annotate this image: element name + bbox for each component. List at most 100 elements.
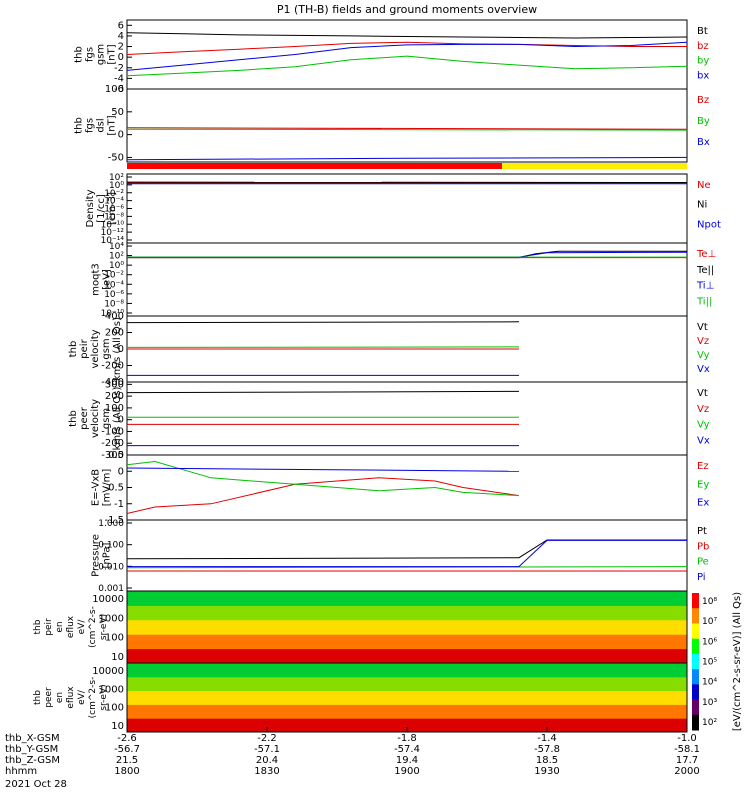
chart-title: P1 (TH-B) fields and ground moments over… [277,3,537,16]
efield-legend-Ex: Ex [697,498,709,509]
density-ylabel-0: Density [85,189,96,227]
peer-en-eflux-ylabel-6: sr-eV) [99,684,109,710]
fgs-gsm-legend-bz: bz [697,41,709,52]
peer-en-eflux-band [127,683,687,692]
xrow-value-1-0: -56.7 [114,744,140,755]
colorbar-segment [692,638,699,655]
xrow-value-0-1: -2.2 [257,733,277,744]
density-ylabel-1: [1/cc] [96,194,107,223]
density-ytick-label: 10⁻⁶ [104,205,124,215]
colorbar-segment [692,669,699,685]
density-ytick-label: 10⁻¹⁰ [101,220,125,230]
colorbar-segment [692,623,699,640]
efield-ytick-label: -0.5 [104,483,124,494]
peir-velocity-ytick-label: -200 [101,361,124,372]
pressure-series-Pt [126,539,687,560]
xrow-label-2: thb_Z-GSM [5,755,60,766]
peer-en-eflux-band [127,663,687,671]
pressure-ytick-label: 0.010 [98,562,124,572]
peir-en-eflux-ylabel-1: peir [44,618,54,636]
xrow-label-1: thb_Y-GSM [5,744,58,755]
peir-velocity-ylabel-2: velocity [90,329,101,368]
temperature-ytick-label: 10⁻⁴ [104,280,124,290]
efield-series-Ex [126,467,520,472]
pressure-legend-Pb: Pb [697,541,709,552]
temperature-ylabel-1: [eV] [102,269,113,290]
peer-en-eflux-band [127,676,687,685]
colorbar-segment [692,653,699,670]
xrow-value-2-2: 19.4 [396,755,418,766]
temperature-legend-Te⊥: Te⊥ [696,249,716,260]
density-ytick-label: 10² [109,173,124,183]
pressure-legend-Pi: Pi [697,572,706,583]
peir-velocity-ylabel-1: peir [79,338,90,358]
peer-en-eflux-band [127,697,687,705]
colorbar-tick-label: 10³ [702,698,717,708]
fgs-gsm-ytick-label: 6 [118,20,124,31]
density-ytick-label: 10⁻⁴ [104,197,124,207]
peir-en-eflux-ylabel-0: thb [33,619,43,634]
peir-velocity-ytick-label: 200 [105,328,124,339]
pressure-series-Pe [126,566,688,569]
efield-series-Ey [126,460,520,497]
pressure-ytick-label: 0.001 [98,584,124,594]
colorbar-segment [692,714,699,731]
temperature-ylabel-0: moqt3 [91,263,102,296]
peer-velocity-ytick-label: 100 [105,403,124,414]
peir-velocity-ytick-label: 0 [118,344,124,355]
peer-en-eflux-ytick-label: 10 [111,721,124,732]
peir-en-eflux-band [127,641,687,650]
peer-velocity-ytick-label: 200 [105,391,124,402]
xrow-value-2-3: 18.5 [536,755,558,766]
peir-en-eflux-ytick-label: 10000 [92,594,124,605]
peir-velocity-ylabel-4: km/s (All Qs) [112,317,123,381]
efield-ytick-label: -1.5 [104,515,124,526]
peer-en-eflux-ylabel-4: eV/ [77,689,87,705]
efield-series-Ez [126,477,520,514]
xrow-value-2-0: 21.5 [116,755,138,766]
efield-ytick-label: -1 [114,499,124,510]
xrow-value-3-2: 1900 [394,766,419,777]
colorbar-segment [692,684,699,701]
fgs-gsm-ylabel-2: gsm [96,44,107,65]
peir-en-eflux-band [127,598,687,606]
xrow-value-3-0: 1800 [114,766,139,777]
fgs-gsm-ytick-label: -4 [114,73,124,84]
xrow-label-0: thb_X-GSM [5,733,60,744]
peer-velocity-ytick-label: 300 [105,379,124,390]
peer-velocity-ylabel-2: velocity [90,399,101,438]
colorbar-tick-label: 10⁸ [702,597,717,607]
peir-velocity-series-Vt [126,321,520,324]
peir-en-eflux-band [127,605,687,614]
xrow-label-3: hhmm [5,766,37,777]
pressure-ylabel-1: [nPa] [102,542,113,568]
xrow-value-1-1: -57.1 [254,744,280,755]
peir-en-eflux-ylabel-3: eflux [66,615,76,638]
fgs-gsm-legend-Bt: Bt [697,26,708,37]
peer-en-eflux-ylabel-3: eflux [66,686,76,709]
fgs-dsl-ytick-label: -50 [108,152,124,163]
peir-en-eflux-ytick-label: 10 [111,652,124,663]
temperature-ytick-label: 10⁻² [104,271,124,281]
xrow-value-2-1: 20.4 [256,755,278,766]
efield-legend-Ez: Ez [697,461,709,472]
efield-legend-Ey: Ey [697,479,709,490]
peer-en-eflux-band [127,711,687,719]
density-legend-Ni: Ni [697,200,707,211]
peer-en-eflux-ylabel-5: (cm^2-s- [88,677,98,719]
efield-frame [126,454,688,521]
peir-en-eflux-band [127,648,687,657]
xrow-value-1-2: -57.4 [394,744,420,755]
peir-velocity-series-Vy [126,346,520,348]
fgs-gsm-frame [126,19,688,90]
peer-velocity-ytick-label: -200 [101,438,124,449]
temperature-frame [126,242,688,317]
fgs-dsl-ytick-label: 0 [118,130,124,141]
colorbar-segment [692,699,699,716]
orbit-bar-yellow [502,163,687,169]
peir-en-eflux-ylabel-5: (cm^2-s- [88,606,98,648]
colorbar-label: [eV/(cm^2-s-sr-eV)] (All Qs) [732,592,743,731]
peer-velocity-ylabel-3: gsm [101,408,112,429]
temperature-ytick-label: 10⁻⁶ [104,290,124,300]
